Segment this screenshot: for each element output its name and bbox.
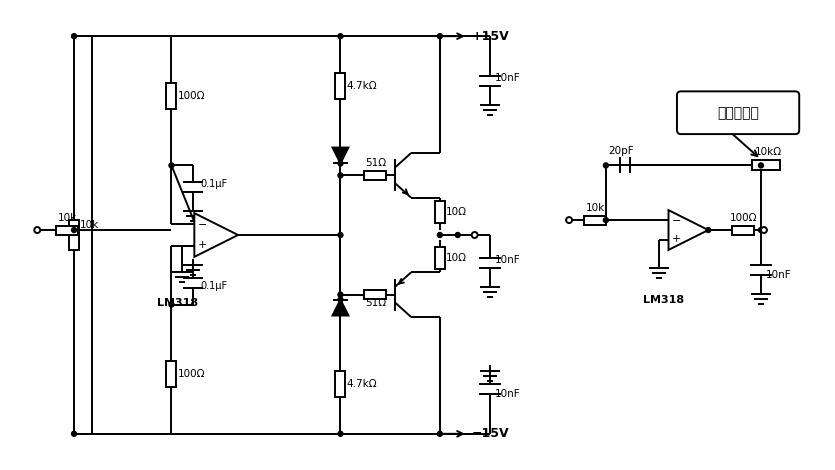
- Polygon shape: [669, 210, 708, 250]
- Text: 10kΩ: 10kΩ: [754, 148, 782, 157]
- Text: −: −: [672, 216, 681, 226]
- Bar: [435, 201, 445, 223]
- Circle shape: [72, 34, 77, 39]
- Circle shape: [72, 431, 77, 436]
- Circle shape: [706, 227, 711, 233]
- Polygon shape: [195, 213, 238, 257]
- Circle shape: [758, 227, 763, 233]
- Circle shape: [72, 227, 77, 233]
- Circle shape: [34, 227, 40, 233]
- Text: 10Ω: 10Ω: [446, 207, 467, 217]
- Circle shape: [455, 233, 460, 237]
- Text: 10Ω: 10Ω: [446, 253, 467, 263]
- Bar: [336, 371, 346, 397]
- Circle shape: [169, 163, 174, 168]
- Circle shape: [338, 431, 343, 436]
- Circle shape: [604, 163, 609, 168]
- Circle shape: [338, 233, 343, 237]
- Bar: [166, 83, 176, 109]
- Text: 10nF: 10nF: [494, 255, 520, 265]
- Circle shape: [338, 34, 343, 39]
- Text: 4.7kΩ: 4.7kΩ: [347, 81, 377, 91]
- Text: 10k: 10k: [80, 220, 99, 230]
- Bar: [166, 361, 176, 387]
- Bar: [364, 171, 386, 180]
- Text: LM318: LM318: [643, 295, 684, 305]
- Text: 10nF: 10nF: [766, 270, 792, 280]
- Text: 100Ω: 100Ω: [729, 213, 757, 223]
- Text: 100Ω: 100Ω: [177, 369, 205, 379]
- Bar: [364, 290, 386, 299]
- Bar: [752, 160, 780, 171]
- Circle shape: [566, 217, 572, 223]
- Circle shape: [438, 233, 443, 237]
- Circle shape: [472, 232, 478, 238]
- Text: 负反馈电路: 负反馈电路: [717, 106, 759, 120]
- Circle shape: [438, 34, 443, 39]
- Text: 10nF: 10nF: [494, 389, 520, 399]
- Circle shape: [169, 302, 174, 307]
- Text: 0.1μF: 0.1μF: [200, 281, 227, 291]
- Circle shape: [761, 227, 767, 233]
- Text: 51Ω: 51Ω: [365, 298, 386, 307]
- Text: 51Ω: 51Ω: [365, 158, 386, 168]
- Bar: [732, 226, 754, 235]
- Text: +: +: [198, 240, 207, 250]
- Bar: [584, 216, 606, 225]
- Circle shape: [338, 297, 343, 302]
- Circle shape: [338, 292, 343, 297]
- Text: 10k: 10k: [585, 203, 605, 213]
- Circle shape: [338, 173, 343, 178]
- Circle shape: [604, 218, 609, 223]
- Bar: [435, 247, 445, 269]
- Circle shape: [338, 161, 343, 166]
- Text: 0.1μF: 0.1μF: [200, 179, 227, 189]
- Bar: [336, 73, 346, 99]
- Text: 10k: 10k: [58, 213, 77, 223]
- Text: −15V: −15V: [472, 427, 509, 440]
- Text: 4.7kΩ: 4.7kΩ: [347, 379, 377, 389]
- Text: 100Ω: 100Ω: [177, 91, 205, 101]
- Bar: [56, 226, 78, 235]
- Bar: [69, 220, 79, 250]
- Text: +15V: +15V: [472, 30, 509, 43]
- Circle shape: [438, 431, 443, 436]
- FancyBboxPatch shape: [677, 91, 799, 134]
- Circle shape: [758, 163, 763, 168]
- Text: LM318: LM318: [156, 298, 198, 308]
- Text: 20pF: 20pF: [608, 147, 634, 157]
- Polygon shape: [332, 299, 348, 315]
- Text: 10nF: 10nF: [494, 73, 520, 83]
- Text: −: −: [198, 220, 207, 230]
- Polygon shape: [332, 148, 348, 164]
- Text: +: +: [672, 234, 681, 244]
